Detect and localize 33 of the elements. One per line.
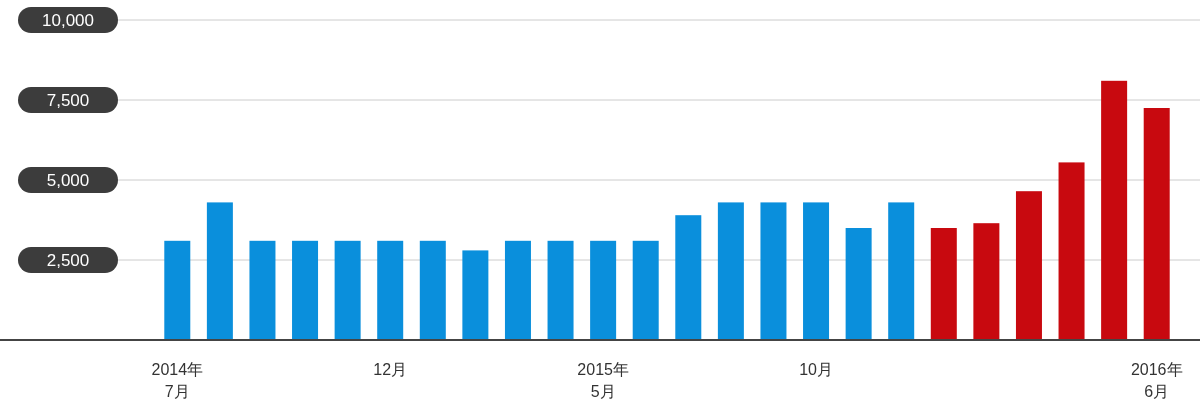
- bar: [1101, 80, 1128, 340]
- bar: [632, 240, 659, 340]
- bar: [1015, 191, 1042, 340]
- bar: [504, 240, 531, 340]
- bar: [845, 228, 872, 340]
- bar: [249, 240, 276, 340]
- y-tick-label: 10,000: [42, 11, 94, 30]
- x-tick-label: 2016年 6月: [1130, 361, 1183, 400]
- bar: [419, 240, 446, 340]
- bar: [675, 215, 702, 340]
- bar: [334, 240, 361, 340]
- bar: [717, 202, 744, 340]
- bar: [590, 240, 617, 340]
- x-tick-label: 2015年 5月: [577, 361, 629, 400]
- bar: [930, 228, 957, 340]
- y-tick-label: 2,500: [46, 251, 90, 270]
- bar: [164, 240, 191, 340]
- bar: [803, 202, 830, 340]
- bar: [760, 202, 787, 340]
- bar: [292, 240, 319, 340]
- y-tick-label: 7,500: [46, 91, 90, 110]
- bar: [1143, 108, 1170, 340]
- y-tick-label: 5,000: [46, 171, 90, 190]
- bar: [547, 240, 574, 340]
- bar: [1058, 162, 1085, 340]
- x-tick-label: 2014年 7月: [151, 361, 204, 400]
- bar: [206, 202, 233, 340]
- x-tick-label: 10月: [799, 361, 833, 378]
- bar: [973, 223, 1000, 340]
- bar: [888, 202, 915, 340]
- bar: [377, 240, 404, 340]
- x-tick-label: 12月: [373, 361, 408, 378]
- bar: [462, 250, 489, 340]
